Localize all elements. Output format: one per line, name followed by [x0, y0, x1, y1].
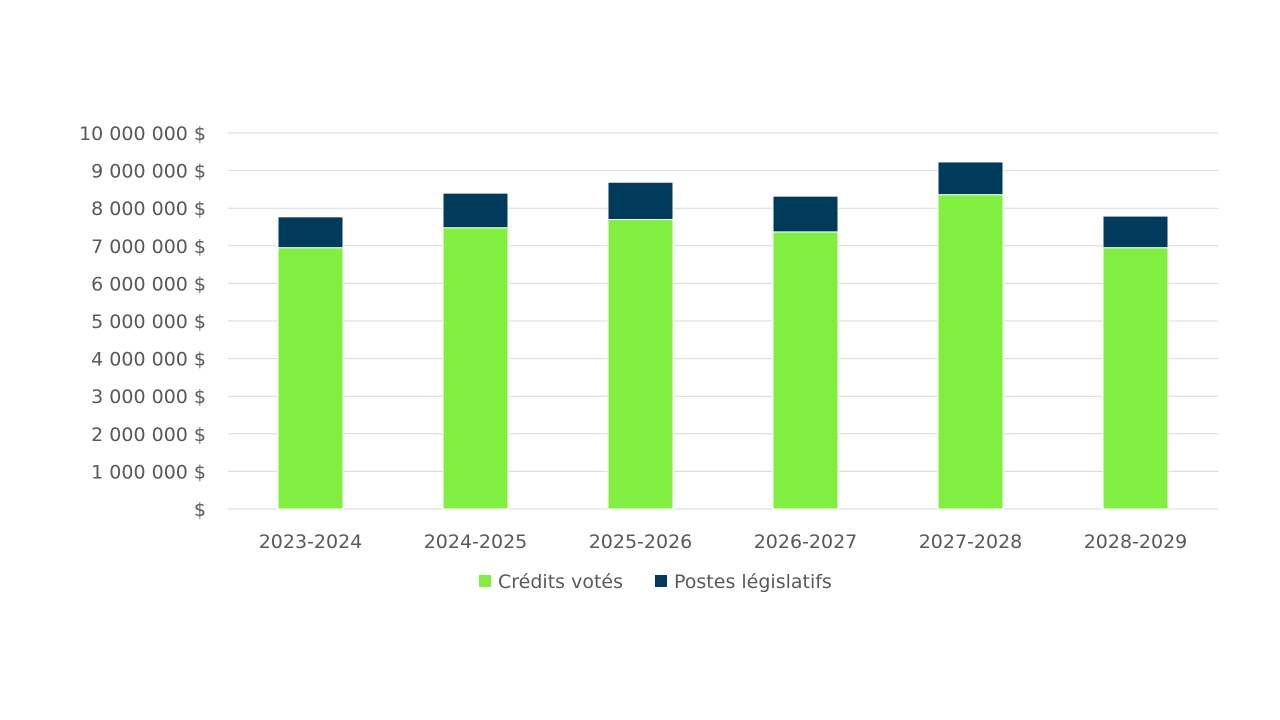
x-tick-label: 2028-2029 — [1084, 531, 1188, 553]
bar-segment-credits-votes — [607, 218, 674, 510]
bar-segment-postes-legislatifs — [607, 181, 674, 220]
y-tick-label: 3 000 000 $ — [91, 386, 206, 408]
x-tick-label: 2026-2027 — [754, 531, 858, 553]
gridlines — [228, 132, 1218, 510]
y-tick-label: 10 000 000 $ — [79, 123, 206, 145]
bar-segment-credits-votes — [772, 231, 839, 510]
bar-segment-credits-votes — [277, 247, 344, 510]
y-axis-tick-labels: $1 000 000 $ 2 000 000 $ 3 000 000 $ 4 000 … — [79, 123, 206, 521]
bar-segment-postes-legislatifs — [277, 216, 344, 249]
bar-segment-postes-legislatifs — [442, 192, 509, 229]
x-axis-tick-labels: 2023-2024 2024-2025 2025-2026 2026-2027 2027… — [259, 531, 1188, 553]
y-tick-label: 2 000 000 $ — [91, 424, 206, 446]
y-tick-label: 1 000 000 $ — [91, 461, 206, 483]
bars — [277, 161, 1169, 510]
legend-label: Postes législatifs — [674, 571, 832, 593]
bar-segment-credits-votes — [937, 194, 1004, 510]
x-tick-label: 2025-2026 — [589, 531, 693, 553]
y-tick-label: 4 000 000 $ — [91, 349, 206, 371]
x-tick-label: 2027-2028 — [919, 531, 1023, 553]
bar-segment-credits-votes — [442, 227, 509, 510]
y-tick-label: 8 000 000 $ — [91, 198, 206, 220]
y-tick-label: 9 000 000 $ — [91, 161, 206, 183]
y-tick-label: 5 000 000 $ — [91, 311, 206, 333]
legend-swatch — [479, 575, 491, 587]
bar-segment-credits-votes — [1102, 247, 1169, 510]
x-tick-label: 2024-2025 — [424, 531, 528, 553]
y-tick-label: $ — [194, 499, 206, 521]
x-tick-label: 2023-2024 — [259, 531, 363, 553]
legend-label: Crédits votés — [498, 571, 623, 593]
legend-swatch — [655, 575, 667, 587]
legend: Crédits votés Postes législatifs — [479, 571, 832, 593]
y-tick-label: 7 000 000 $ — [91, 236, 206, 258]
bar-segment-postes-legislatifs — [1102, 215, 1169, 249]
bar-segment-postes-legislatifs — [772, 195, 839, 233]
bar-segment-postes-legislatifs — [937, 161, 1004, 196]
y-tick-label: 6 000 000 $ — [91, 273, 206, 295]
